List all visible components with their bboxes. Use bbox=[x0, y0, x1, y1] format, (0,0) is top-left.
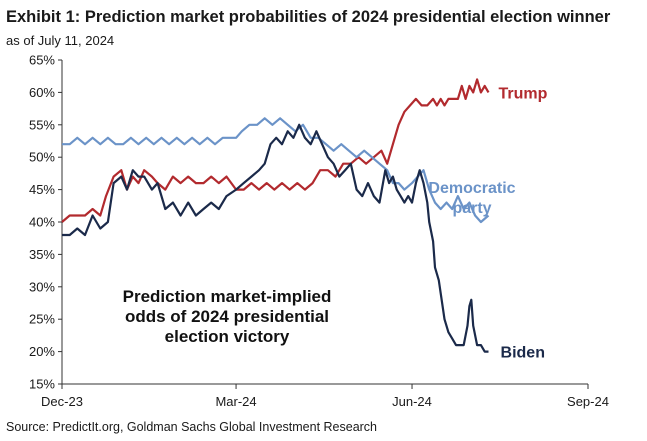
y-tick-label: 30% bbox=[29, 279, 55, 294]
y-tick-label: 40% bbox=[29, 215, 55, 230]
chart-annotation-line: odds of 2024 presidential bbox=[125, 307, 329, 326]
y-tick-label: 50% bbox=[29, 150, 55, 165]
chart-subtitle: as of July 11, 2024 bbox=[6, 33, 115, 48]
chart-annotation-line: Prediction market-implied bbox=[123, 287, 332, 306]
series-line-trump bbox=[61, 78, 490, 223]
series-label-democratic-party: Democratic party bbox=[428, 180, 515, 217]
x-tick-label: Mar-24 bbox=[215, 394, 256, 409]
series-labels: Trump Democratic party Biden bbox=[428, 85, 547, 361]
y-tick-label: 60% bbox=[29, 85, 55, 100]
series-line-democratic-party bbox=[62, 117, 490, 224]
series-label-line: party bbox=[452, 200, 491, 217]
y-tick-label: 35% bbox=[29, 247, 55, 262]
chart-title: Exhibit 1: Prediction market probabiliti… bbox=[6, 8, 611, 26]
y-tick-label: 65% bbox=[29, 53, 55, 68]
series-label-biden: Biden bbox=[501, 345, 545, 362]
series-line-biden bbox=[62, 123, 489, 353]
x-axis: Dec-23 Mar-24 Jun-24 Sep-24 bbox=[41, 383, 609, 409]
y-axis: 15% 20% 25% 30% 35% 40% 45% 50% 55% 60% 65% bbox=[29, 53, 63, 392]
series-label-trump: Trump bbox=[499, 85, 548, 102]
chart-annotation-line: election victory bbox=[165, 327, 290, 346]
y-tick-label: 45% bbox=[29, 182, 55, 197]
source-note: Source: PredictIt.org, Goldman Sachs Glo… bbox=[6, 420, 378, 434]
y-tick-label: 25% bbox=[29, 312, 55, 327]
y-tick-label: 15% bbox=[29, 377, 55, 392]
series-layer bbox=[61, 78, 490, 353]
x-tick-label: Dec-23 bbox=[41, 394, 83, 409]
y-tick-label: 20% bbox=[29, 344, 55, 359]
series-label-line: Democratic bbox=[428, 180, 515, 197]
x-tick-label: Sep-24 bbox=[567, 394, 609, 409]
y-tick-label: 55% bbox=[29, 117, 55, 132]
x-tick-label: Jun-24 bbox=[392, 394, 432, 409]
